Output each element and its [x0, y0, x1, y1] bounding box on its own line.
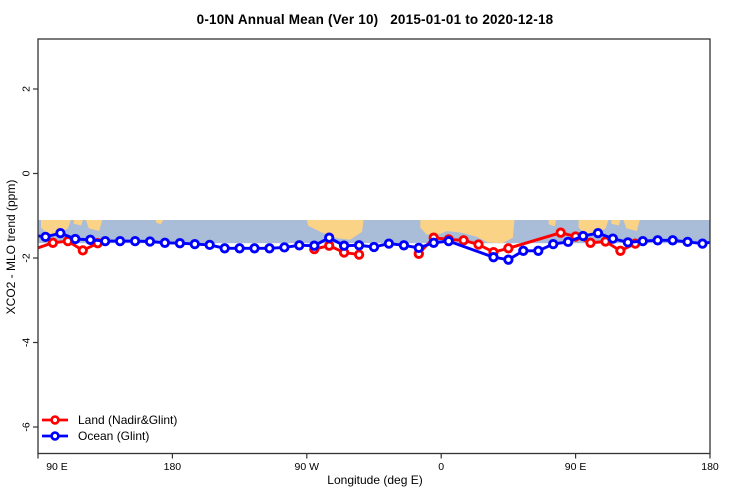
land-series-marker	[353, 249, 365, 260]
ocean-series-marker	[592, 227, 604, 239]
ocean-series-marker	[533, 245, 544, 256]
map-land-polygon	[306, 220, 364, 240]
ocean-series-marker	[249, 243, 260, 254]
ocean-series-marker	[264, 243, 275, 254]
x-tick-label: 90 W	[295, 461, 320, 473]
map-land-polygon	[611, 220, 621, 226]
legend-label-land: Land (Nadir&Glint)	[78, 413, 178, 427]
land-series-marker	[458, 235, 469, 246]
ocean-series-marker	[159, 237, 171, 248]
x-tick-label: 180	[701, 461, 719, 473]
ocean-series-marker	[413, 242, 424, 254]
land-series-marker	[585, 237, 596, 248]
land-series-marker	[324, 240, 335, 251]
ocean-series-marker	[353, 240, 365, 251]
ocean-series-marker	[398, 240, 410, 251]
ocean-series-marker	[324, 232, 335, 243]
plot-contents	[27, 220, 721, 265]
ocean-series-marker	[697, 238, 708, 249]
ocean-series-marker	[383, 238, 395, 249]
map-land-polygon	[548, 220, 557, 227]
ocean-series-marker	[488, 252, 499, 263]
map-land-polygon	[156, 220, 164, 225]
map-land-polygon	[578, 220, 609, 236]
plot-border	[37, 38, 711, 455]
x-axis-title: Longitude (deg E)	[327, 473, 423, 487]
ocean-series-marker	[189, 238, 200, 250]
land-series-marker	[473, 239, 484, 250]
map-land-polygon	[85, 220, 103, 231]
ocean-series-marker	[27, 231, 34, 238]
ocean-series-marker	[503, 254, 514, 265]
ocean-series-marker	[279, 242, 290, 253]
land-series-marker	[77, 245, 88, 256]
x-tick-label: 180	[164, 461, 182, 473]
ocean-series-marker	[174, 238, 186, 249]
ocean-series-marker	[234, 243, 245, 254]
ocean-series-marker	[294, 240, 305, 251]
ocean-series-marker	[518, 245, 529, 256]
x-tick-label: 0	[438, 461, 444, 473]
land-series-marker	[47, 237, 59, 248]
legend-item-ocean: Ocean (Glint)	[41, 428, 177, 444]
land-series-marker	[27, 247, 34, 254]
map-land-polygon	[41, 220, 71, 236]
ocean-series-marker	[428, 237, 439, 248]
ocean-series-marker	[622, 237, 634, 248]
ocean-series-marker	[219, 243, 230, 254]
map-land-polygon	[73, 220, 83, 226]
ocean-series-marker	[309, 240, 320, 251]
legend-item-land: Land (Nadir&Glint)	[41, 412, 177, 428]
ocean-series-marker	[144, 236, 156, 247]
y-tick-label: -2	[21, 253, 33, 262]
ocean-series-swatch-icon	[42, 431, 68, 441]
ocean-series-marker	[714, 237, 721, 244]
ocean-series-marker	[562, 236, 574, 248]
x-tick-label: 90 E	[565, 461, 587, 473]
x-tick-label: 90 E	[46, 461, 68, 473]
land-series-marker	[503, 243, 514, 254]
map-land-polygon	[623, 220, 640, 231]
legend: Land (Nadir&Glint) Ocean (Glint)	[41, 412, 177, 444]
y-tick-label: 0	[21, 170, 33, 176]
ocean-series-marker	[70, 233, 81, 245]
ocean-series-marker	[55, 227, 66, 239]
ocean-series-marker	[85, 234, 96, 245]
ocean-series-marker	[204, 239, 215, 251]
ocean-series-marker	[637, 235, 648, 247]
ocean-series-marker	[443, 235, 454, 247]
land-series-swatch-icon	[42, 415, 68, 425]
ocean-series-marker	[114, 235, 126, 247]
land-series-line	[313, 244, 360, 257]
ocean-series-marker	[607, 233, 619, 244]
ocean-series-marker	[368, 241, 380, 253]
ocean-series-marker	[548, 238, 559, 250]
ocean-series-marker	[129, 235, 141, 247]
ocean-series-marker	[100, 235, 111, 247]
land-series-marker	[555, 227, 566, 238]
ocean-series-marker	[338, 240, 350, 251]
legend-label-ocean: Ocean (Glint)	[78, 429, 150, 443]
map-land-polygon	[420, 220, 515, 244]
y-tick-label: -6	[21, 422, 33, 431]
ocean-series-marker	[40, 231, 51, 243]
ocean-series-marker	[577, 230, 589, 242]
y-tick-label: -4	[21, 338, 33, 347]
y-tick-label: 2	[21, 86, 33, 92]
ocean-series-marker	[682, 236, 693, 248]
page-title: 0-10N Annual Mean (Ver 10) 2015-01-01 to…	[196, 12, 554, 27]
land-series-marker	[615, 245, 626, 256]
ocean-series-marker	[652, 235, 663, 246]
ocean-series-marker	[667, 235, 678, 246]
